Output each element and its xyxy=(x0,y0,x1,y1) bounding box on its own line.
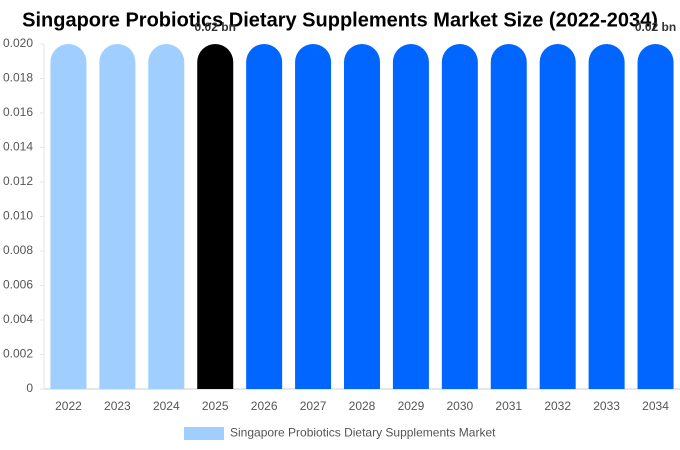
chart-title: Singapore Probiotics Dietary Supplements… xyxy=(22,9,658,31)
legend-swatch xyxy=(184,427,224,440)
data-label: 0.02 bn xyxy=(635,20,676,34)
bar xyxy=(441,44,478,389)
y-tick-label: 0.012 xyxy=(3,174,33,188)
y-tick-label: 0.002 xyxy=(3,347,33,361)
bar xyxy=(99,44,136,389)
y-tick-label: 0.004 xyxy=(3,312,33,326)
x-tick-label: 2023 xyxy=(104,399,131,413)
bar xyxy=(588,44,625,389)
bar xyxy=(392,44,429,389)
bar xyxy=(148,44,185,389)
y-tick-label: 0.014 xyxy=(3,140,33,154)
x-tick-label: 2033 xyxy=(593,399,620,413)
x-tick-label: 2032 xyxy=(544,399,571,413)
y-tick-label: 0 xyxy=(26,381,33,395)
y-tick-label: 0.008 xyxy=(3,243,33,257)
y-tick-label: 0.020 xyxy=(3,36,33,50)
x-tick-label: 2027 xyxy=(300,399,327,413)
y-tick-label: 0.006 xyxy=(3,278,33,292)
bar xyxy=(637,44,674,389)
bar xyxy=(50,44,87,389)
x-tick-label: 2028 xyxy=(349,399,376,413)
bar xyxy=(197,44,234,389)
x-tick-label: 2026 xyxy=(251,399,278,413)
x-tick-label: 2034 xyxy=(642,399,669,413)
x-tick-label: 2029 xyxy=(398,399,425,413)
x-tick-label: 2025 xyxy=(202,399,229,413)
data-label: 0.02 bn xyxy=(195,20,236,34)
bar xyxy=(490,44,527,389)
y-tick-label: 0.016 xyxy=(3,105,33,119)
bar xyxy=(246,44,283,389)
bar xyxy=(295,44,332,389)
x-tick-label: 2022 xyxy=(55,399,82,413)
x-tick-label: 2024 xyxy=(153,399,180,413)
bar xyxy=(344,44,380,389)
y-tick-label: 0.010 xyxy=(3,209,33,223)
legend-label: Singapore Probiotics Dietary Supplements… xyxy=(230,426,496,440)
x-tick-label: 2030 xyxy=(446,399,473,413)
x-tick-label: 2031 xyxy=(495,399,522,413)
bar xyxy=(539,44,576,389)
y-tick-label: 0.018 xyxy=(3,71,33,85)
